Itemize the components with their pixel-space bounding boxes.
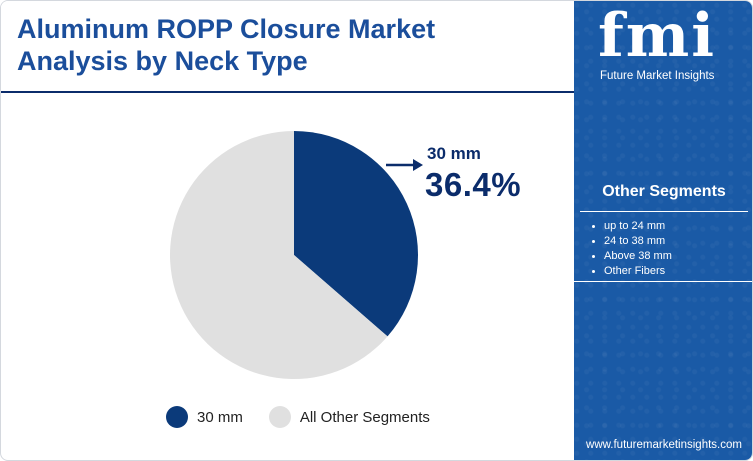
pie-slice-all-other-segments: [169, 131, 388, 380]
title-line-2: Analysis by Neck Type: [17, 46, 308, 76]
other-segments-title: Other Segments: [602, 183, 726, 200]
brand-logo: fmi Future Market Insights: [574, 1, 752, 93]
divider: [574, 281, 752, 282]
callout-label: 30 mm: [427, 144, 481, 163]
chart-legend: 30 mm All Other Segments: [166, 406, 456, 428]
header: Aluminum ROPP Closure Market Analysis by…: [1, 1, 574, 93]
pie-chart: [169, 131, 423, 380]
pie-slice-30-mm: [294, 131, 418, 337]
other-segments-list: up to 24 mm 24 to 38 mm Above 38 mm Othe…: [592, 219, 672, 279]
website-link[interactable]: www.futuremarketinsights.com: [586, 439, 742, 451]
legend-label-other: All Other Segments: [299, 408, 430, 426]
legend-label-30mm: 30 mm: [197, 408, 243, 426]
legend-item-30mm: 30 mm: [166, 406, 243, 428]
page-title: Aluminum ROPP Closure Market Analysis by…: [17, 13, 557, 77]
pie-slices: [169, 131, 418, 380]
legend-swatch-other: [268, 406, 291, 428]
list-item: Other Fibers: [592, 264, 672, 279]
list-item: 24 to 38 mm: [592, 234, 672, 249]
fmi-logo: fmi: [598, 1, 717, 71]
callout-value: 36.4%: [425, 166, 522, 203]
brand-name: Future Market Insights: [600, 70, 715, 82]
divider: [580, 211, 748, 212]
list-item: up to 24 mm: [592, 219, 672, 234]
callout-arrow: [386, 159, 423, 171]
callout-arrow-head: [413, 159, 423, 171]
list-item: Above 38 mm: [592, 249, 672, 264]
legend-item-other: All Other Segments: [268, 406, 430, 428]
sidebar-panel: fmi Future Market Insights Other Segment…: [574, 1, 752, 460]
legend-swatch-30mm: [166, 406, 188, 428]
title-line-1: Aluminum ROPP Closure Market: [17, 14, 436, 44]
